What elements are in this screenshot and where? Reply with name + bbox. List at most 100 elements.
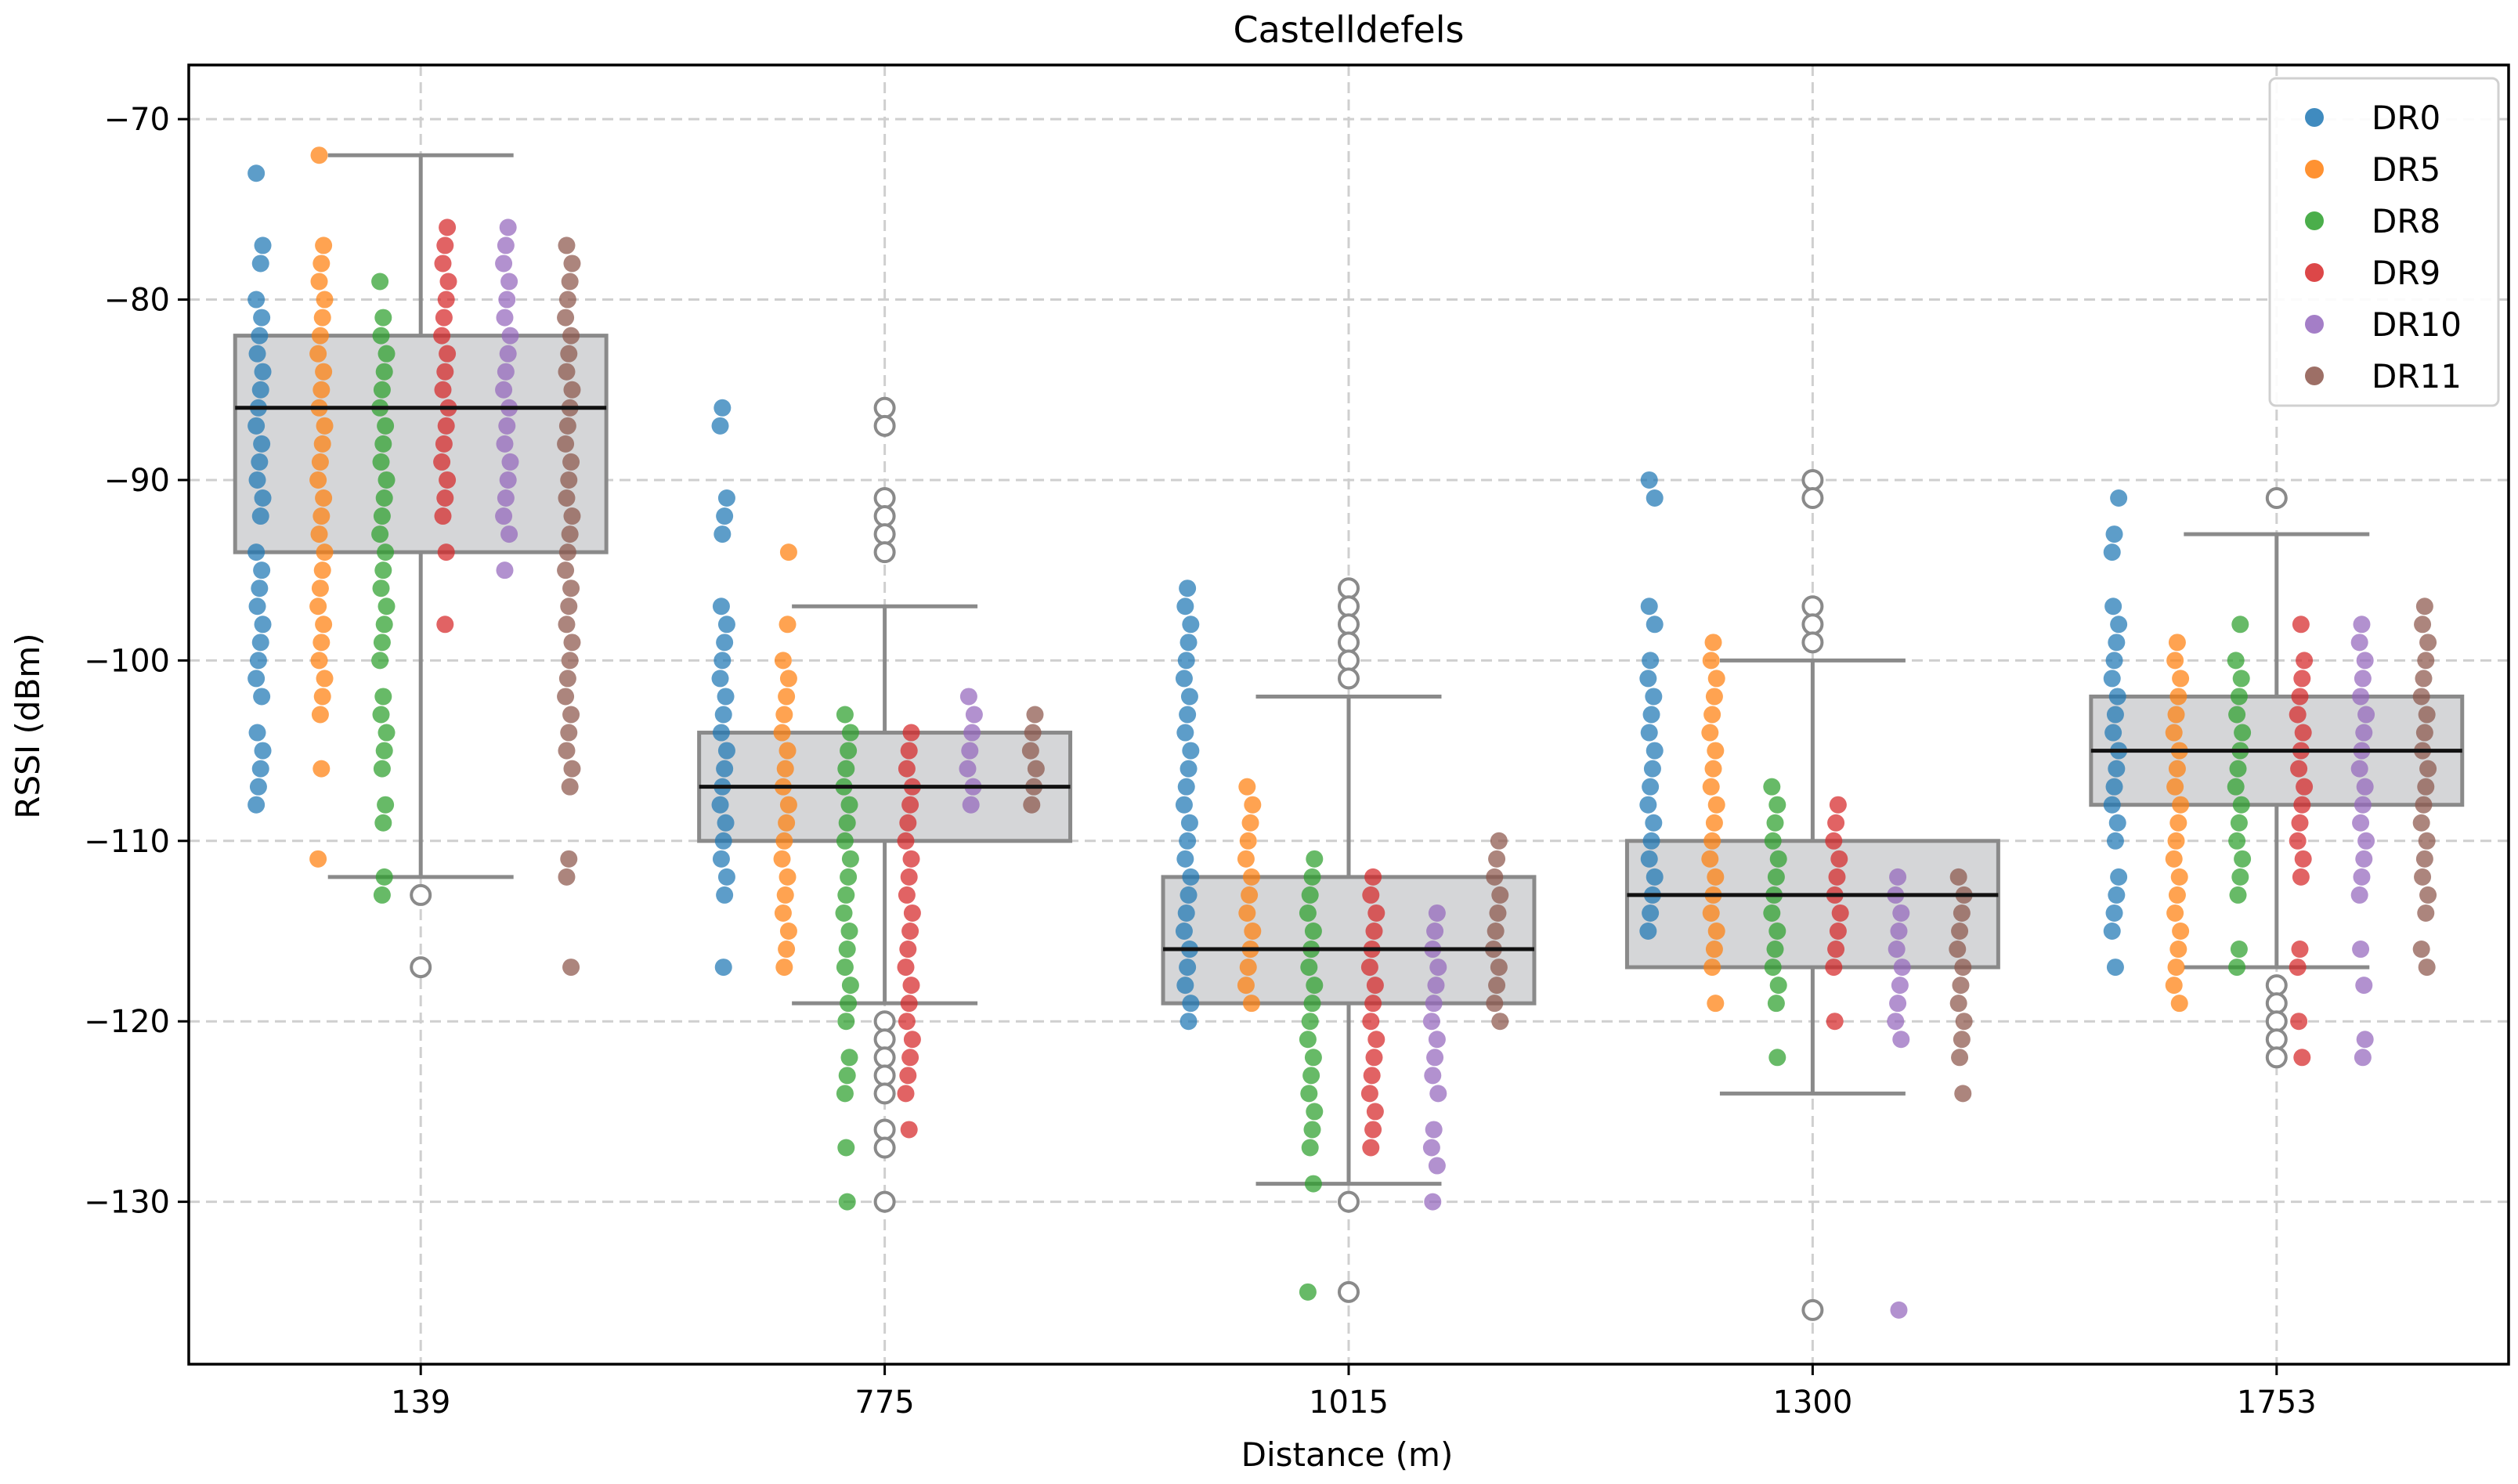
data-point [1426,923,1444,940]
data-point [1428,904,1446,922]
data-point [1767,995,1785,1013]
data-point [254,237,272,255]
data-point [773,850,791,868]
data-point [900,742,918,760]
data-point [373,507,391,525]
data-point [1306,850,1324,868]
data-point [437,417,455,435]
data-point [311,453,329,471]
data-point [2418,832,2436,850]
data-point [312,634,331,652]
data-point [1176,850,1194,868]
data-point [558,363,576,381]
data-point [2356,652,2374,670]
data-point [310,273,328,291]
data-point [1244,796,1262,814]
data-point [2232,796,2250,814]
data-point [1238,904,1256,922]
data-point [377,417,395,435]
data-point [1179,959,1197,977]
data-point [561,778,579,796]
data-point [1951,923,1969,940]
outlier-marker [2265,992,2288,1015]
data-point [902,850,920,868]
data-point [1707,923,1725,940]
data-point [558,489,576,507]
data-point [561,652,579,670]
data-point [1179,832,1197,850]
data-point [2418,959,2436,977]
data-point [558,543,576,561]
data-point [310,652,328,670]
data-point [560,345,578,363]
data-point [1175,796,1193,814]
data-point [1702,904,1720,922]
data-point [899,1067,917,1085]
chart-title: Castelldefels [1234,9,1465,51]
data-point [1949,941,1967,959]
data-point [1705,688,1723,706]
data-point [2350,760,2368,778]
data-point [436,363,454,381]
data-point [961,742,979,760]
data-point [1642,706,1660,724]
data-point [2110,868,2128,886]
data-point [1360,1085,1378,1103]
data-point [247,670,266,688]
legend-label: DR5 [2372,150,2440,189]
data-point [1301,886,1319,904]
legend-label: DR10 [2372,305,2462,344]
data-point [1177,904,1195,922]
data-point [1827,941,1845,959]
data-point [2105,525,2123,543]
data-point [1829,796,1847,814]
outlier-marker [1338,595,1360,618]
data-point [2166,652,2184,670]
data-point [1887,1013,1905,1031]
data-point [1364,868,1382,886]
data-point [1701,724,1719,742]
data-point [717,868,735,886]
data-point [1363,1067,1381,1085]
data-point [717,616,735,634]
data-point [498,417,516,435]
data-point [1177,652,1195,670]
data-point [1707,742,1725,760]
outlier-marker [2265,487,2288,509]
data-point [837,760,855,778]
data-point [1365,923,1383,940]
data-point [2169,688,2187,706]
point-layer [247,146,2437,1319]
data-point [251,634,269,652]
data-point [2355,724,2373,742]
outlier-marker [1801,1298,1824,1321]
data-point [959,760,977,778]
data-point [965,706,983,724]
outlier-marker [410,956,432,979]
outlier-marker [1801,468,1824,491]
data-point [2168,886,2186,904]
data-point [248,598,266,616]
data-point [1180,1013,1198,1031]
data-point [375,616,393,634]
data-point [2417,904,2435,922]
data-point [499,471,517,489]
data-point [1953,1031,1971,1049]
data-point [2293,670,2311,688]
data-point [1889,995,1907,1013]
data-point [316,417,334,435]
data-point [372,706,390,724]
data-point [837,1013,855,1031]
data-point [1364,995,1382,1013]
data-point [1646,868,1664,886]
data-point [2415,796,2433,814]
data-point [248,345,266,363]
data-point [713,652,732,670]
data-point [903,904,921,922]
data-point [2291,814,2309,832]
data-point [840,796,858,814]
data-point [716,886,734,904]
data-point [2289,832,2307,850]
outlier-marker [1338,631,1360,654]
data-point [1304,1175,1322,1193]
